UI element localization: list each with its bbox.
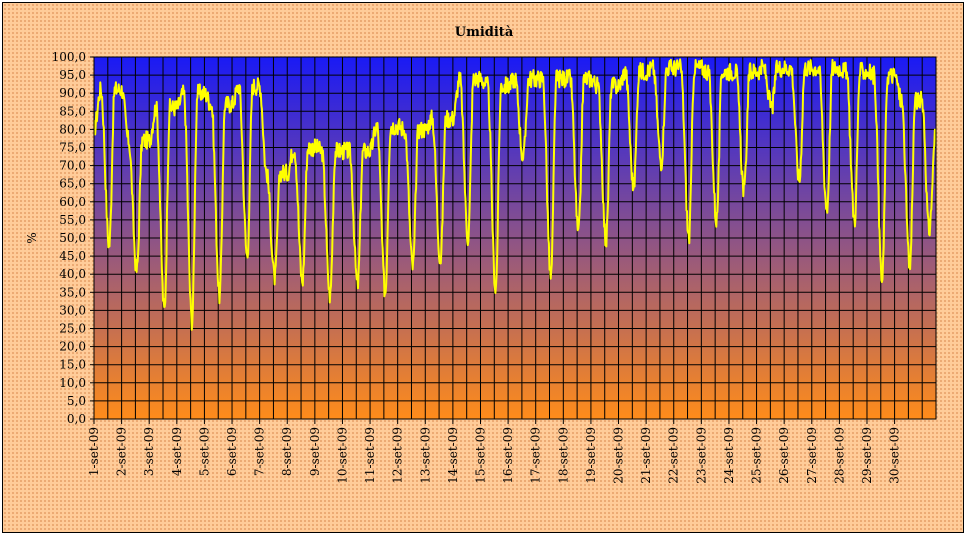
chart-svg: 0,0 5,0 10,0 15,0 20,0 25,0 30,0 35,0 40,0 45,0 50… bbox=[25, 50, 937, 484]
x-tick-label: 27-set-09 bbox=[805, 427, 819, 484]
y-tick-label: 80,0 bbox=[59, 122, 86, 136]
x-tick-label: 23-set-09 bbox=[694, 427, 708, 484]
x-tick-label: 15-set-09 bbox=[473, 427, 487, 484]
chart-title: Umidità bbox=[454, 25, 514, 40]
y-tick-label: 40,0 bbox=[59, 267, 86, 281]
y-tick-label: 20,0 bbox=[59, 340, 86, 354]
x-tick-label: 11-set-09 bbox=[363, 427, 377, 484]
humidity-series-line bbox=[93, 58, 936, 331]
y-tick-label: 85,0 bbox=[59, 104, 86, 118]
x-tick-label: 2-set-09 bbox=[115, 427, 129, 476]
x-axis: 1-set-09 2-set-09 3-set-09 4-set-09 5-set-09… bbox=[87, 419, 902, 484]
x-tick-label: 18-set-09 bbox=[556, 427, 570, 484]
x-tick-label: 20-set-09 bbox=[612, 427, 626, 484]
x-tick-label: 25-set-09 bbox=[750, 427, 764, 484]
y-tick-label: 50,0 bbox=[59, 231, 86, 245]
y-tick-label: 55,0 bbox=[59, 213, 86, 227]
x-tick-label: 7-set-09 bbox=[253, 427, 267, 476]
x-tick-label: 28-set-09 bbox=[832, 427, 846, 484]
y-tick-label: 75,0 bbox=[59, 141, 86, 155]
y-tick-label: 100,0 bbox=[52, 50, 86, 64]
y-tick-label: 95,0 bbox=[59, 68, 86, 82]
x-tick-label: 19-set-09 bbox=[584, 427, 598, 484]
y-tick-label: 70,0 bbox=[59, 159, 86, 173]
y-axis-title: % bbox=[25, 232, 39, 243]
y-tick-label: 65,0 bbox=[59, 177, 86, 191]
x-tick-label: 8-set-09 bbox=[280, 427, 294, 476]
x-tick-label: 22-set-09 bbox=[667, 427, 681, 484]
y-tick-label: 30,0 bbox=[59, 303, 86, 317]
x-tick-label: 5-set-09 bbox=[197, 427, 211, 476]
x-tick-label: 21-set-09 bbox=[639, 427, 653, 484]
x-tick-label: 12-set-09 bbox=[391, 427, 405, 484]
x-tick-label: 3-set-09 bbox=[142, 427, 156, 476]
y-tick-label: 60,0 bbox=[59, 195, 86, 209]
y-tick-label: 0,0 bbox=[67, 412, 86, 426]
x-tick-label: 16-set-09 bbox=[501, 427, 515, 484]
x-tick-label: 14-set-09 bbox=[446, 427, 460, 484]
x-tick-label: 24-set-09 bbox=[722, 427, 736, 484]
x-tick-label: 6-set-09 bbox=[225, 427, 239, 476]
y-tick-label: 25,0 bbox=[59, 322, 86, 336]
y-tick-label: 90,0 bbox=[59, 86, 86, 100]
x-tick-label: 13-set-09 bbox=[418, 427, 432, 484]
y-tick-label: 10,0 bbox=[59, 376, 86, 390]
y-tick-label: 45,0 bbox=[59, 249, 86, 263]
x-tick-label: 4-set-09 bbox=[170, 427, 184, 476]
x-tick-label: 10-set-09 bbox=[335, 427, 349, 484]
x-tick-label: 30-set-09 bbox=[888, 427, 902, 484]
x-tick-label: 1-set-09 bbox=[87, 427, 101, 476]
grid-layer bbox=[94, 56, 936, 420]
x-tick-label: 26-set-09 bbox=[777, 427, 791, 484]
y-tick-label: 15,0 bbox=[59, 358, 86, 372]
chart-frame: Umidità 0,0 5,0 10,0 15,0 20,0 25,0 30,0 35,0 40… bbox=[2, 2, 964, 533]
y-tick-label: 5,0 bbox=[67, 394, 86, 408]
y-tick-label: 35,0 bbox=[59, 285, 86, 299]
x-tick-label: 9-set-09 bbox=[308, 427, 322, 476]
series-layer bbox=[93, 58, 936, 331]
x-tick-label: 17-set-09 bbox=[529, 427, 543, 484]
x-tick-label: 29-set-09 bbox=[860, 427, 874, 484]
y-axis: 0,0 5,0 10,0 15,0 20,0 25,0 30,0 35,0 40,0 45,0 50… bbox=[52, 50, 94, 426]
